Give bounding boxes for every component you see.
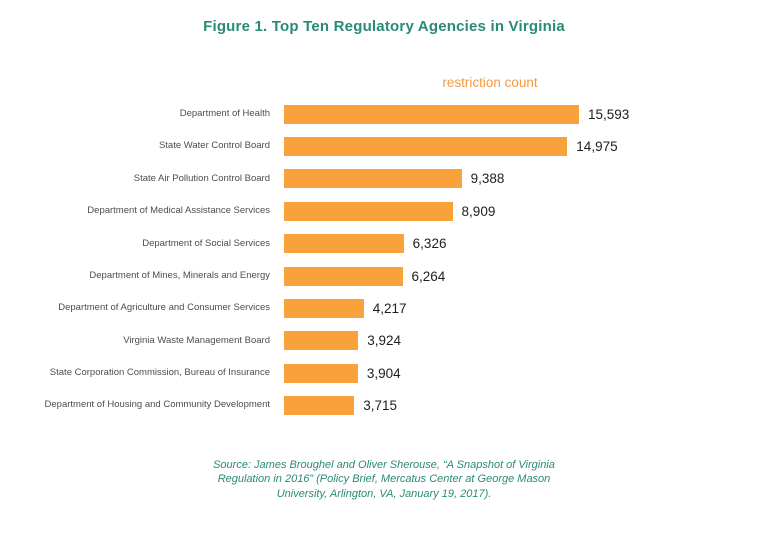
category-label: Department of Housing and Community Deve… xyxy=(44,399,270,411)
bar-area: 9,388 xyxy=(284,163,768,195)
bar xyxy=(284,137,568,157)
chart-row: Department of Medical Assistance Service… xyxy=(0,195,768,227)
bar xyxy=(284,234,404,254)
source-line-2: Regulation in 2016” (Policy Brief, Merca… xyxy=(217,473,551,486)
value-axis-label: restriction count xyxy=(442,75,538,90)
category-label: Department of Social Services xyxy=(142,237,270,249)
bar-value-label: 4,217 xyxy=(372,301,407,317)
category-label: State Air Pollution Control Board xyxy=(133,172,270,184)
category-label: Department of Agriculture and Consumer S… xyxy=(58,302,270,314)
chart-row: Department of Housing and Community Deve… xyxy=(0,390,768,422)
bar-area: 3,904 xyxy=(284,357,768,389)
category-label: Department of Medical Assistance Service… xyxy=(87,205,270,217)
category-label: Department of Mines, Minerals and Energy xyxy=(89,269,270,281)
bar-value-label: 3,715 xyxy=(363,398,398,414)
bar-area: 3,715 xyxy=(284,390,768,422)
bar xyxy=(284,363,358,383)
bar-chart: Department of Health 15,593 State Water … xyxy=(0,98,768,422)
bar-value-label: 3,924 xyxy=(367,333,402,349)
chart-row: Department of Mines, Minerals and Energy… xyxy=(0,260,768,292)
bar xyxy=(284,299,364,319)
bar-value-label: 14,975 xyxy=(576,139,618,155)
bar-area: 8,909 xyxy=(284,195,768,227)
chart-row: Department of Social Services 6,326 xyxy=(0,228,768,260)
figure-title: Figure 1. Top Ten Regulatory Agencies in… xyxy=(203,18,565,35)
bar-value-label: 9,388 xyxy=(470,171,505,187)
category-label: State Corporation Commission, Bureau of … xyxy=(49,367,270,379)
category-label: Department of Health xyxy=(179,107,270,119)
bar-area: 6,326 xyxy=(284,228,768,260)
bar xyxy=(284,169,462,189)
chart-row: Virginia Waste Management Board 3,924 xyxy=(0,325,768,357)
bar-area: 4,217 xyxy=(284,292,768,324)
bar-value-label: 6,264 xyxy=(411,268,446,284)
bar-value-label: 15,593 xyxy=(588,106,630,122)
bar xyxy=(284,201,453,221)
bar xyxy=(284,266,403,286)
source-line-3: University, Arlington, VA, January 19, 2… xyxy=(276,487,492,500)
bar-value-label: 3,904 xyxy=(366,365,401,381)
chart-row: Department of Agriculture and Consumer S… xyxy=(0,292,768,324)
bar-area: 3,924 xyxy=(284,325,768,357)
source-line-1: Source: James Broughel and Oliver Sherou… xyxy=(213,458,555,471)
category-label: Virginia Waste Management Board xyxy=(123,334,270,346)
bar-area: 15,593 xyxy=(284,98,768,130)
source-note: Source: James Broughel and Oliver Sherou… xyxy=(0,458,768,502)
bar-area: 14,975 xyxy=(284,130,768,162)
category-label: State Water Control Board xyxy=(158,140,270,152)
chart-row: State Water Control Board 14,975 xyxy=(0,130,768,162)
chart-row: Department of Health 15,593 xyxy=(0,98,768,130)
bar-area: 6,264 xyxy=(284,260,768,292)
chart-row: State Corporation Commission, Bureau of … xyxy=(0,357,768,389)
bar xyxy=(284,331,359,351)
bar-value-label: 8,909 xyxy=(461,203,496,219)
bar-value-label: 6,326 xyxy=(412,236,447,252)
bar xyxy=(284,396,355,416)
bar xyxy=(284,104,579,124)
chart-row: State Air Pollution Control Board 9,388 xyxy=(0,163,768,195)
